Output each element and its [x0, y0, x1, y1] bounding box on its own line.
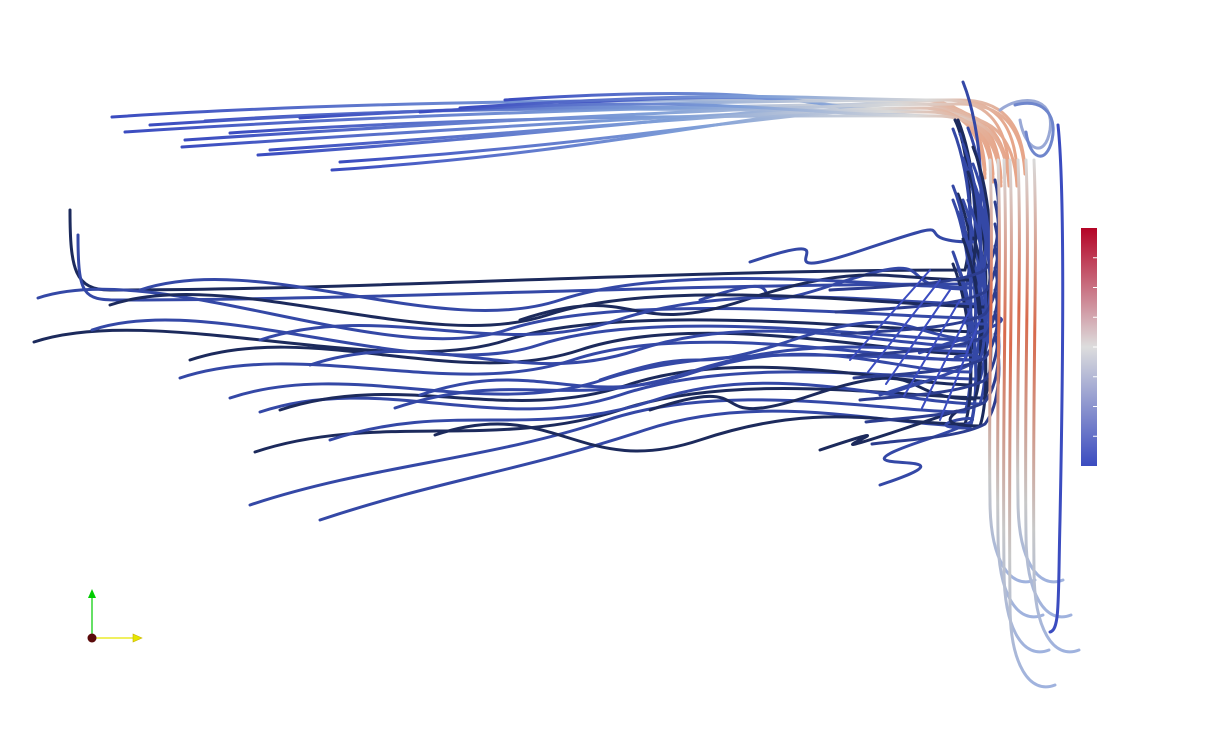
- streamline: [268, 106, 987, 180]
- streamline: [849, 269, 931, 361]
- streamline: [76, 132, 977, 302]
- upper-streamline-bundle: [110, 91, 1027, 188]
- streamline: [996, 158, 1045, 619]
- streamline: [418, 102, 1003, 188]
- streamline: [458, 94, 1011, 172]
- vertical-outflow-bundle: [988, 98, 1081, 689]
- streamline: [878, 266, 978, 487]
- color-legend: [1081, 228, 1097, 466]
- lower-streamline-bundle: [32, 80, 1003, 522]
- streamline: [1016, 158, 1065, 584]
- streamline: [698, 127, 973, 302]
- color-legend-ticks: [1093, 257, 1097, 437]
- streamline: [921, 309, 971, 409]
- streamline: [903, 299, 961, 397]
- y-axis-arrowhead: [88, 589, 96, 598]
- streamline: [228, 114, 1019, 188]
- streamline: [1008, 158, 1057, 689]
- streamline: [867, 279, 941, 373]
- streamline: [1002, 158, 1051, 654]
- x-axis-arrowhead: [132, 633, 143, 643]
- streamline: [433, 262, 973, 453]
- axes-origin: [87, 633, 97, 643]
- streamline: [1013, 101, 1055, 158]
- streamline: [1032, 158, 1081, 654]
- streamline: [885, 289, 951, 385]
- orientation-axes[interactable]: [87, 589, 143, 643]
- streamline: [90, 179, 993, 357]
- streamline: [328, 242, 988, 442]
- streamline: [939, 319, 981, 421]
- streamline: [748, 80, 983, 265]
- streamline: [258, 142, 983, 342]
- streamline: [1048, 123, 1065, 634]
- streamline: [308, 184, 973, 367]
- streamline: [183, 102, 1027, 176]
- streamline: [648, 237, 983, 412]
- streamline: [988, 158, 1037, 584]
- streamline: [1024, 158, 1073, 619]
- streamline: [108, 145, 993, 327]
- streamline: [138, 126, 988, 312]
- streamline: [418, 210, 978, 397]
